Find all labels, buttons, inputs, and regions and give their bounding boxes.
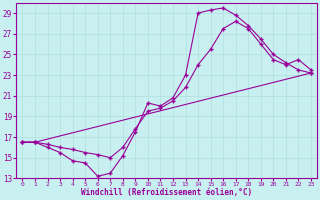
X-axis label: Windchill (Refroidissement éolien,°C): Windchill (Refroidissement éolien,°C) — [81, 188, 252, 197]
